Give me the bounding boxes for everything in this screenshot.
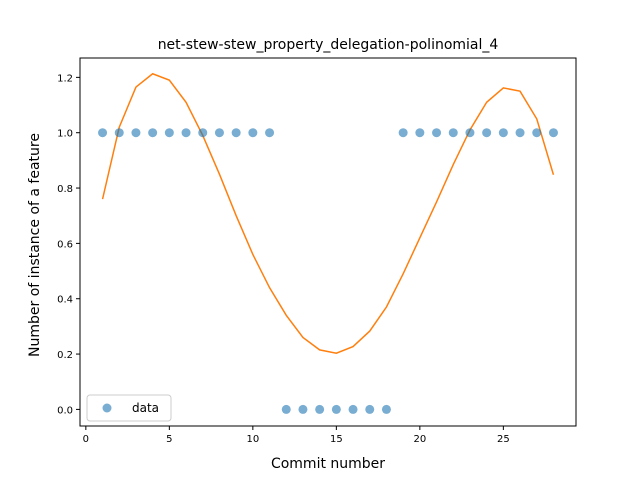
data-point bbox=[231, 128, 241, 138]
data-point bbox=[465, 128, 475, 138]
data-point bbox=[515, 128, 525, 138]
data-point bbox=[198, 128, 208, 138]
fit-line-series bbox=[101, 72, 555, 355]
x-tick-label: 25 bbox=[497, 434, 510, 445]
x-axis: 0 5 10 15 20 25 bbox=[83, 426, 510, 445]
legend-marker bbox=[102, 403, 112, 413]
y-tick-label: 0.8 bbox=[57, 184, 73, 195]
data-point bbox=[164, 128, 174, 138]
data-point bbox=[448, 128, 458, 138]
x-axis-label: Commit number bbox=[271, 456, 385, 472]
data-point bbox=[114, 128, 124, 138]
data-point bbox=[432, 128, 442, 138]
x-tick-label: 10 bbox=[246, 434, 259, 445]
y-tick-label: 1.2 bbox=[57, 73, 73, 84]
x-tick-label: 15 bbox=[330, 434, 343, 445]
data-point bbox=[298, 404, 308, 414]
data-point bbox=[398, 128, 408, 138]
data-point bbox=[365, 404, 375, 414]
data-point bbox=[281, 404, 291, 414]
data-series bbox=[98, 128, 558, 414]
data-point bbox=[548, 128, 558, 138]
y-tick-label: 0.2 bbox=[57, 350, 73, 361]
legend: data bbox=[86, 394, 172, 422]
data-point bbox=[315, 404, 325, 414]
data-point bbox=[148, 128, 158, 138]
legend-box bbox=[86, 394, 172, 422]
data-point bbox=[532, 128, 542, 138]
data-point bbox=[265, 128, 275, 138]
x-tick-label: 20 bbox=[413, 434, 426, 445]
y-axis: 0.0 0.2 0.4 0.6 0.8 1.0 1.2 bbox=[57, 73, 80, 416]
data-point bbox=[381, 404, 391, 414]
data-point bbox=[214, 128, 224, 138]
axes-frame bbox=[79, 57, 577, 427]
data-point bbox=[131, 128, 141, 138]
chart-title: net-stew-stew_property_delegation-polino… bbox=[158, 37, 499, 53]
y-tick-label: 0.4 bbox=[57, 295, 73, 306]
data-point bbox=[331, 404, 341, 414]
legend-label-data: data bbox=[132, 401, 159, 415]
data-point bbox=[498, 128, 508, 138]
fit-line bbox=[101, 72, 555, 355]
y-tick-label: 0.6 bbox=[57, 239, 73, 250]
y-tick-label: 0.0 bbox=[57, 405, 73, 416]
data-point bbox=[248, 128, 258, 138]
x-tick-label: 0 bbox=[83, 434, 89, 445]
data-point bbox=[415, 128, 425, 138]
data-point bbox=[348, 404, 358, 414]
x-tick-label: 5 bbox=[166, 434, 172, 445]
data-point bbox=[482, 128, 492, 138]
y-tick-label: 1.0 bbox=[57, 129, 73, 140]
data-point bbox=[98, 128, 108, 138]
y-axis-label: Number of instance of a feature bbox=[27, 133, 43, 357]
data-point bbox=[181, 128, 191, 138]
